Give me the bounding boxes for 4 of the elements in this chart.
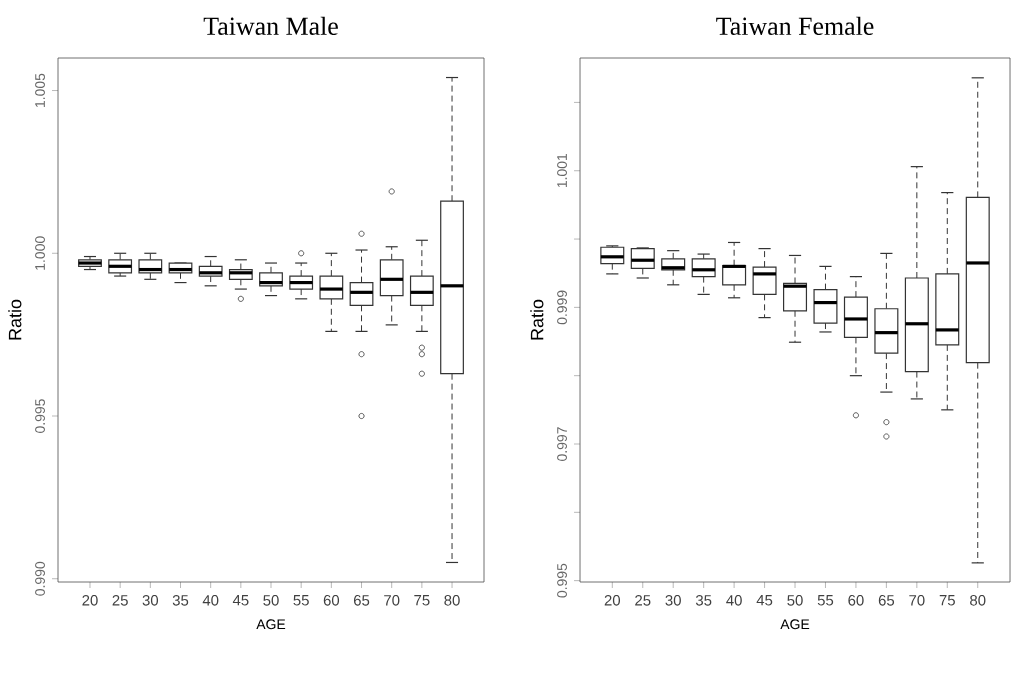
chart-title: Taiwan Female: [716, 16, 874, 36]
y-axis-title: Ratio: [8, 299, 22, 340]
chart-title: Taiwan Male: [203, 16, 338, 35]
y-axis-title: Ratio: [530, 299, 544, 340]
